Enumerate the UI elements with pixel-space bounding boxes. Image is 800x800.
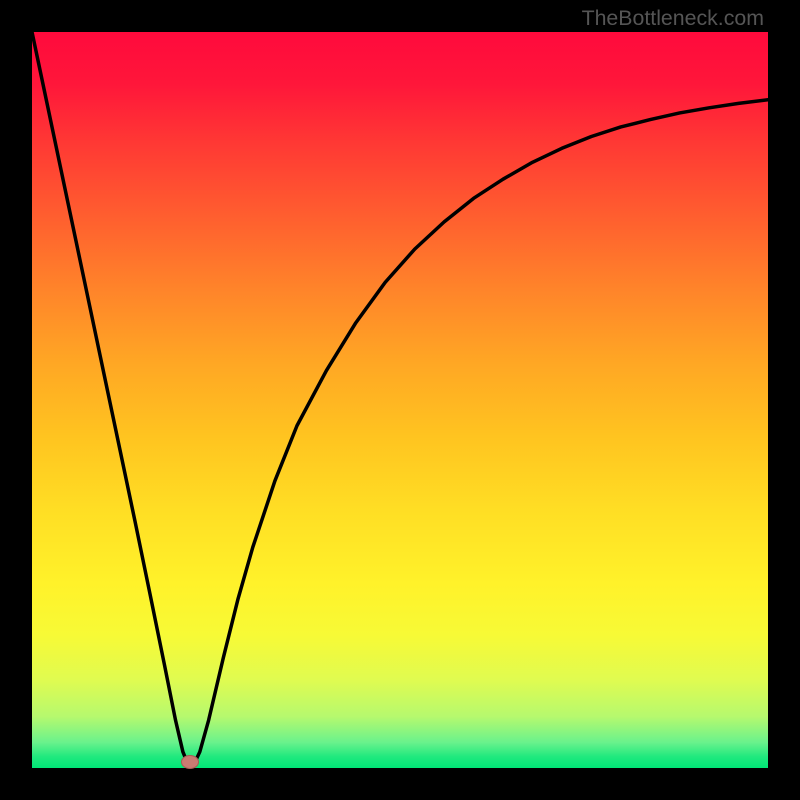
curve-layer xyxy=(32,32,768,768)
optimal-point-marker xyxy=(181,755,199,769)
plot-area xyxy=(32,32,768,768)
bottleneck-curve xyxy=(32,32,768,764)
chart-frame: TheBottleneck.com xyxy=(0,0,800,800)
watermark-text: TheBottleneck.com xyxy=(582,6,764,31)
